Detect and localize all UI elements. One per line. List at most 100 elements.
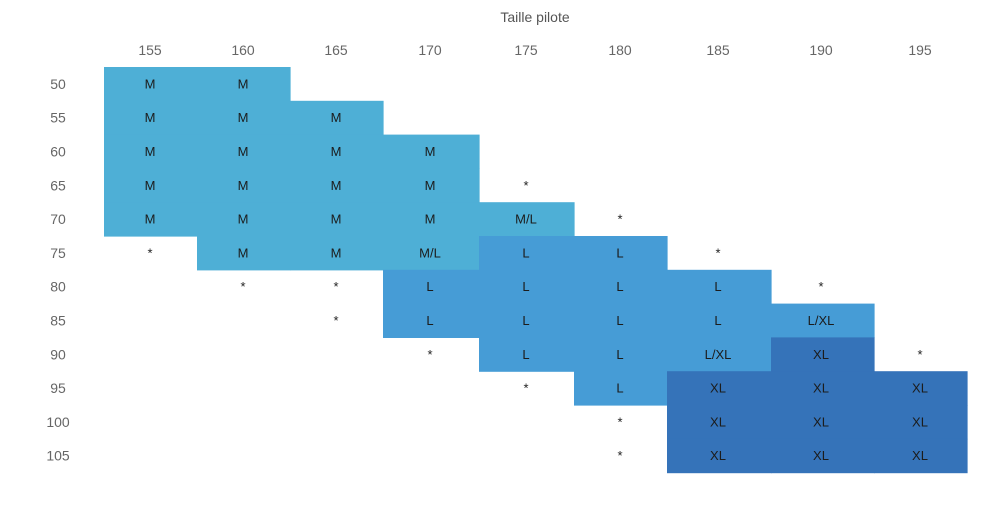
size-label: XL — [912, 414, 928, 429]
size-label: L — [426, 279, 433, 294]
size-cell — [104, 168, 198, 203]
size-label: L — [426, 313, 433, 328]
size-label: XL — [813, 448, 829, 463]
size-label: XL — [813, 347, 829, 362]
y-tick-label: 70 — [50, 211, 66, 227]
x-tick-label: 155 — [138, 42, 162, 58]
size-label: M — [238, 144, 249, 159]
y-tick-label: 80 — [50, 279, 66, 295]
y-tick-label: 95 — [50, 380, 66, 396]
size-cell — [197, 134, 291, 169]
y-tick-label: 75 — [50, 245, 66, 261]
size-label: L — [616, 245, 623, 260]
size-label: L — [522, 279, 529, 294]
size-cell — [667, 438, 772, 474]
size-label: L — [616, 279, 623, 294]
size-cell — [574, 303, 668, 338]
size-cell — [104, 67, 198, 102]
size-cell — [479, 202, 575, 237]
size-cell — [667, 371, 772, 406]
x-tick-label: 195 — [908, 42, 932, 58]
size-cell — [197, 67, 291, 102]
x-tick-label: 165 — [324, 42, 348, 58]
size-cell — [479, 236, 575, 271]
y-tick-label: 85 — [50, 313, 66, 329]
marker-label: * — [333, 279, 338, 294]
y-tick-label: 50 — [50, 76, 66, 92]
size-cell — [771, 405, 875, 440]
size-label: M — [425, 144, 436, 159]
size-cell — [383, 202, 480, 237]
y-tick-label: 90 — [50, 346, 66, 362]
size-label: XL — [813, 414, 829, 429]
size-label: M — [331, 212, 342, 227]
size-cell — [479, 337, 575, 372]
size-cell — [479, 269, 575, 305]
size-label: L — [714, 313, 721, 328]
size-cell — [104, 134, 198, 169]
marker-label: * — [147, 245, 152, 260]
y-tick-label: 60 — [50, 144, 66, 160]
size-cell — [383, 269, 480, 305]
y-tick-label: 65 — [50, 177, 66, 193]
size-cell — [104, 100, 198, 136]
size-cell — [874, 405, 968, 440]
size-label: XL — [710, 414, 726, 429]
cell-background-layer — [104, 67, 968, 474]
size-cell — [771, 371, 875, 406]
size-cell — [574, 371, 668, 406]
size-cell — [874, 438, 968, 474]
size-cell — [383, 168, 480, 203]
x-tick-label: 180 — [608, 42, 632, 58]
size-cell — [771, 303, 875, 338]
size-cell — [771, 438, 875, 474]
size-cell — [874, 371, 968, 406]
x-tick-label: 185 — [706, 42, 730, 58]
size-label: XL — [813, 381, 829, 396]
size-label: L — [522, 347, 529, 362]
size-label: L — [522, 313, 529, 328]
size-cell — [197, 202, 291, 237]
size-cell — [479, 303, 575, 338]
size-cell — [290, 134, 384, 169]
marker-label: * — [523, 381, 528, 396]
size-label: M — [238, 245, 249, 260]
size-cell — [197, 100, 291, 136]
size-label: M — [238, 76, 249, 91]
size-label: L — [714, 279, 721, 294]
marker-label: * — [617, 414, 622, 429]
x-tick-label: 170 — [418, 42, 442, 58]
marker-label: * — [617, 212, 622, 227]
axis-layer: Taille pilote 155 160 165 170 175 180 185 190 19… — [46, 9, 932, 464]
size-label: L — [522, 245, 529, 260]
size-label: M — [331, 245, 342, 260]
size-label: L/XL — [705, 347, 732, 362]
size-cell — [574, 337, 668, 372]
marker-label: * — [333, 313, 338, 328]
cell-label-layer: M M M M M M M M M M M M M * M M M M M/L * * M M M/L L L * * * L L L L * * L… — [145, 76, 928, 463]
x-axis-title: Taille pilote — [500, 9, 569, 25]
size-cell — [667, 337, 772, 372]
size-cell — [383, 134, 480, 169]
size-label: M — [145, 76, 156, 91]
marker-label: * — [818, 279, 823, 294]
size-label: M — [145, 110, 156, 125]
size-label: XL — [710, 448, 726, 463]
size-label: M — [331, 178, 342, 193]
size-cell — [290, 202, 384, 237]
y-tick-label: 105 — [46, 448, 70, 464]
size-label: M — [238, 212, 249, 227]
x-tick-label: 175 — [514, 42, 538, 58]
x-tick-label: 160 — [231, 42, 255, 58]
size-label: M — [425, 212, 436, 227]
marker-label: * — [240, 279, 245, 294]
size-label: L/XL — [808, 313, 835, 328]
size-cell — [290, 100, 384, 136]
marker-label: * — [617, 448, 622, 463]
y-tick-label: 100 — [46, 414, 70, 430]
size-cell — [667, 269, 772, 305]
size-label: L — [616, 381, 623, 396]
marker-label: * — [715, 245, 720, 260]
size-label: M — [145, 212, 156, 227]
size-label: L — [616, 347, 623, 362]
